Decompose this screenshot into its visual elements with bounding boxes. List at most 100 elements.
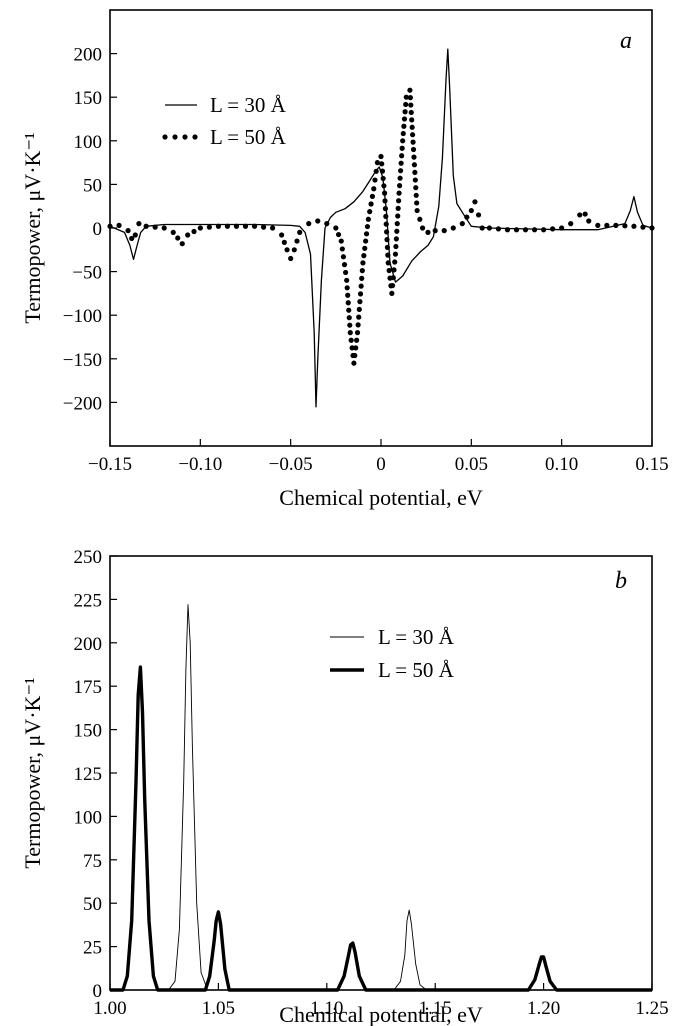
data-point [357,291,364,297]
data-point [242,223,249,229]
plot-frame [109,555,653,991]
data-point [360,260,366,266]
data-point [441,228,447,234]
data-point [347,330,353,336]
data-point [306,221,312,227]
data-point [613,222,619,228]
data-point [385,260,391,266]
data-point [399,145,405,151]
data-point [185,232,191,238]
data-point [389,282,396,289]
data-point [395,205,401,211]
data-point [355,322,361,328]
data-point [479,225,485,231]
data-point [419,225,426,231]
data-point [233,223,240,229]
series-1 [110,604,652,991]
data-point [379,168,386,174]
data-point [379,161,385,167]
data-point [409,124,415,130]
y-tick-label: 100 [74,132,103,153]
data-point [369,193,376,199]
data-point [361,253,367,259]
data-point [504,227,511,233]
data-point [595,222,601,228]
chart-panel-b: 0 25 50 75 100 125 150 175 200 225 250 1.00 1.05 1.10… [20,547,669,1026]
data-point [281,239,287,245]
data-point [464,214,470,220]
x-tick-label: 1.10 [310,998,343,1019]
data-point [339,246,345,252]
data-point [386,267,392,274]
series-line [110,665,652,992]
data-point [347,322,353,328]
y-tick-label: 150 [74,721,103,742]
data-point [395,213,401,219]
data-point [475,212,482,218]
data-point [335,231,342,238]
data-point [392,251,399,257]
data-point [279,232,285,238]
data-point [345,292,351,298]
data-point [382,198,388,204]
data-point [344,285,350,291]
data-point [412,177,418,183]
data-point [297,229,303,235]
data-point [345,300,351,306]
data-point [346,307,352,313]
data-point [393,236,399,242]
data-point [396,190,402,196]
data-point [356,314,362,320]
data-point [368,201,374,207]
legend-marker [162,134,168,140]
data-point [417,216,423,222]
series-1 [109,48,653,408]
y-tick-label: 75 [83,851,102,872]
data-point [522,227,529,233]
data-point [381,183,387,189]
data-point [531,227,538,233]
data-point [324,221,330,227]
data-point [550,226,556,232]
data-point [107,223,113,229]
legend-label: L = 30 Å [378,625,455,649]
data-point [362,245,368,251]
data-point [472,199,478,205]
data-point [390,275,396,281]
data-point [353,345,359,351]
data-point [373,168,379,174]
x-tick-label: 1.00 [93,998,126,1019]
data-point [432,228,438,234]
data-point [414,207,420,214]
legend-label: L = 50 Å [210,125,287,149]
data-point [136,221,142,227]
data-point [270,225,276,231]
y-tick-label: −200 [63,393,102,414]
data-point [604,222,610,228]
data-point [649,225,655,231]
series-2 [110,665,652,992]
y-tick-label: −50 [72,263,102,284]
data-point [384,237,390,243]
data-point [410,139,416,145]
x-tick-label: 1.25 [635,998,668,1019]
data-point [357,299,363,305]
data-point [411,154,417,160]
data-point [407,87,413,93]
data-point [197,225,203,231]
data-point [425,229,431,235]
plot-frame [109,9,653,447]
data-point [284,247,290,253]
x-axis-label: Chemical potential, eV [279,485,483,510]
data-point [393,243,399,250]
x-tick-label: 1.20 [527,998,560,1019]
data-point [191,228,197,235]
data-point [346,315,352,321]
data-point [351,360,357,366]
data-point [224,223,231,229]
x-tick-label: 0.15 [635,454,668,475]
data-point [383,213,389,219]
y-tick-label: 150 [74,88,103,109]
data-point [403,94,409,100]
